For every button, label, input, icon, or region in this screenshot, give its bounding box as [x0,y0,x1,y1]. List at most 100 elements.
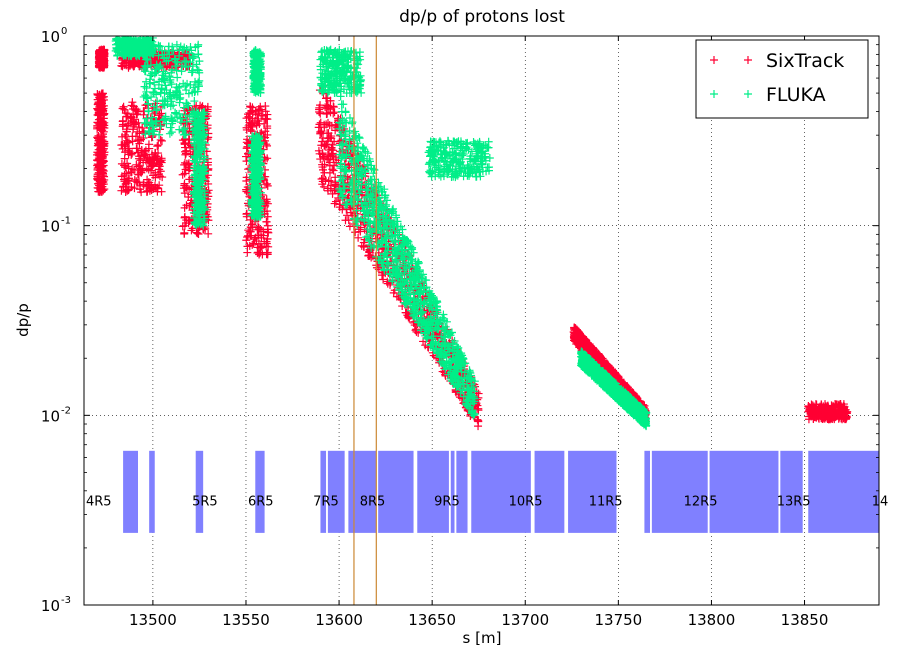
data-point [180,169,189,178]
data-point [248,114,257,123]
data-point [93,110,102,119]
data-point [129,62,138,71]
data-point [243,248,252,257]
data-point [122,169,131,178]
data-point [242,123,251,132]
data-point [130,175,139,184]
data-point [248,103,257,112]
data-point [100,172,109,181]
data-point [245,227,254,236]
data-point [242,209,251,218]
aperture-segment [709,450,779,533]
data-point [96,124,105,133]
data-point [262,217,271,226]
data-point [263,110,272,119]
data-point [147,166,156,175]
data-point [133,127,142,136]
data-point [93,165,102,174]
data-point [148,155,157,164]
data-point [99,92,108,101]
data-point [180,181,189,190]
data-point [252,121,261,130]
chart-title: dp/p of protons lost [399,7,565,27]
data-point [158,173,167,182]
data-point [95,109,104,118]
data-point [121,187,130,196]
aperture-segment [255,450,265,533]
data-point [119,120,128,129]
data-point [251,110,260,119]
data-point [95,48,104,57]
data-point [153,154,162,163]
data-point [132,144,141,153]
aperture-segment [808,450,879,533]
data-point [154,140,163,149]
data-point [136,135,145,144]
data-point [136,181,145,190]
aperture-segment [348,450,377,533]
data-point [142,164,151,173]
data-point [181,150,190,159]
data-point [242,152,251,161]
data-point [180,139,189,148]
data-point [194,229,203,238]
data-point [99,132,108,141]
data-point [263,207,272,216]
aperture-segment [568,450,617,533]
aperture-segment [651,450,708,533]
data-point [130,120,139,129]
data-point [133,109,142,118]
data-point [98,96,107,105]
data-point [144,181,153,190]
data-point [330,199,339,208]
data-point [153,142,162,151]
aperture-segment [149,450,155,533]
data-point [124,174,133,183]
data-point [261,102,270,111]
data-point [127,183,136,192]
aperture-segment [471,450,531,533]
data-point [97,100,106,109]
data-point [119,102,128,111]
data-point [320,142,329,151]
data-point [255,105,264,114]
aperture-segment [320,450,327,533]
data-point [178,53,187,62]
aperture-segment [417,450,449,533]
data-point [131,119,140,128]
data-point [204,229,213,238]
data-point [253,248,262,257]
data-point [180,189,189,198]
aperture-bands [123,450,879,533]
data-point [180,213,189,222]
data-point [139,158,148,167]
data-point [254,231,263,240]
data-point [117,186,126,195]
data-point [120,171,129,180]
data-point [137,188,146,197]
data-point [98,59,107,68]
data-point [153,184,162,193]
data-point [117,61,126,70]
data-point [96,101,105,110]
data-point [134,170,143,179]
data-point [184,159,193,168]
data-point [260,119,269,128]
data-point [262,180,271,189]
data-point [182,149,190,158]
data-point [184,166,193,175]
aperture-segment [378,450,414,533]
data-point [246,215,255,224]
data-point [245,241,254,250]
data-point [246,119,255,128]
data-point [123,121,132,130]
data-point [96,63,105,72]
data-point [125,148,134,157]
data-point [131,106,140,115]
data-point [154,170,163,179]
data-point [95,154,104,163]
data-point [126,114,135,123]
data-point [94,149,103,158]
data-point [246,108,255,117]
